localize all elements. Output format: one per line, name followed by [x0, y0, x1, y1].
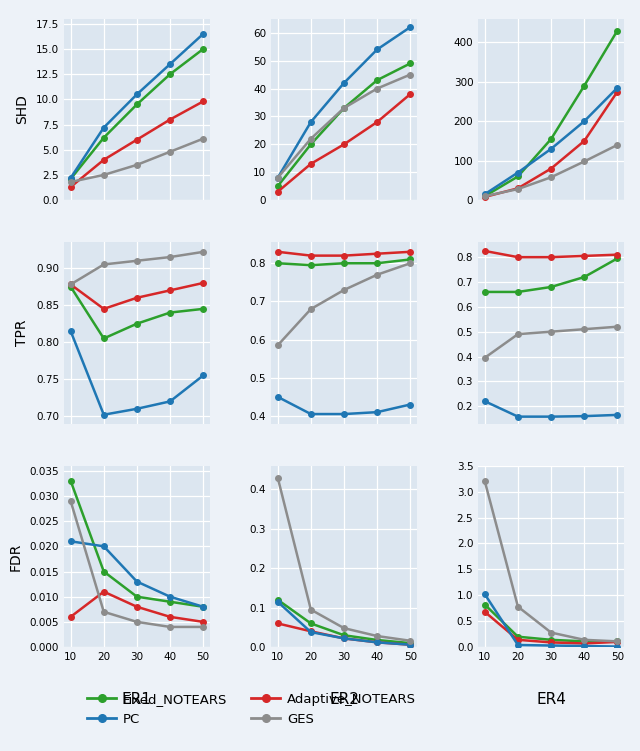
Y-axis label: SHD: SHD: [15, 95, 29, 125]
Legend: Fixed_NOTEARS, PC, Adaptive_NOTEARS, GES: Fixed_NOTEARS, PC, Adaptive_NOTEARS, GES: [88, 693, 416, 725]
X-axis label: ER1: ER1: [122, 692, 152, 707]
Y-axis label: TPR: TPR: [15, 320, 29, 346]
X-axis label: ER4: ER4: [536, 692, 566, 707]
X-axis label: ER2: ER2: [329, 692, 359, 707]
Y-axis label: FDR: FDR: [8, 542, 22, 571]
